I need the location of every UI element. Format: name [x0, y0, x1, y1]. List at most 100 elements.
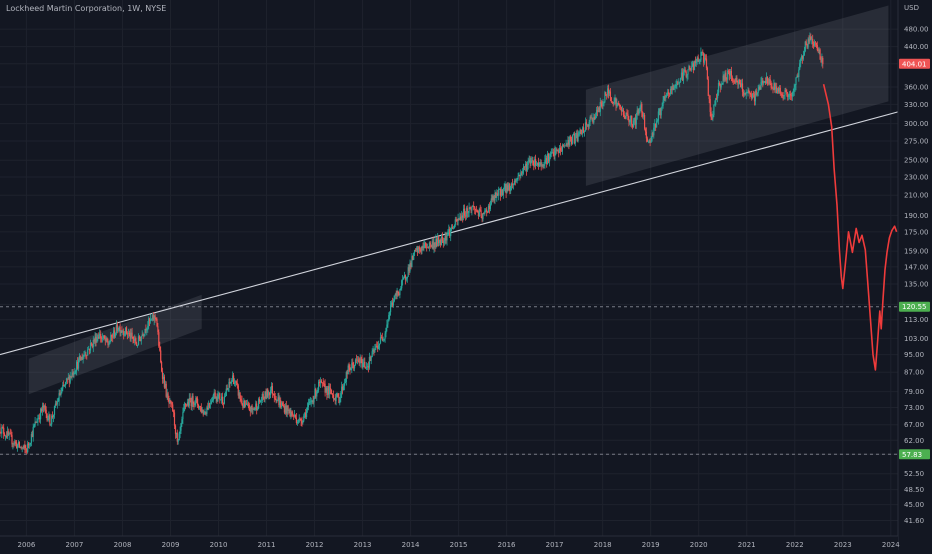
- candle-body: [707, 79, 709, 96]
- candle-body: [571, 138, 573, 144]
- price-label-text: 120.55: [902, 303, 927, 311]
- candle-body: [596, 109, 599, 112]
- y-tick-label: 113.00: [904, 316, 929, 324]
- candle-body: [683, 69, 685, 72]
- candle-body: [532, 160, 534, 166]
- candle-body: [620, 106, 622, 108]
- candle-body: [448, 229, 450, 234]
- candle-body: [287, 405, 289, 411]
- candle-body: [729, 71, 732, 76]
- candle-body: [651, 133, 653, 141]
- candle-body: [426, 247, 428, 249]
- candle-body: [451, 227, 454, 229]
- candle-body: [586, 124, 588, 126]
- y-tick-label: 135.00: [904, 281, 929, 289]
- candle-body: [423, 244, 425, 248]
- candle-body: [684, 69, 686, 72]
- candle-body: [777, 88, 779, 94]
- candle-body: [568, 140, 570, 146]
- candle-body: [50, 424, 52, 425]
- candle-body: [0, 431, 2, 434]
- candle-body: [356, 359, 358, 361]
- candle-body: [615, 98, 617, 106]
- candle-body: [113, 330, 116, 337]
- candle-body: [536, 162, 539, 166]
- candle-body: [6, 431, 8, 438]
- candle-body: [48, 414, 50, 420]
- candle-body: [102, 335, 104, 338]
- candle-body: [540, 162, 542, 166]
- x-tick-label: 2006: [17, 541, 35, 549]
- candle-body: [185, 403, 187, 406]
- candle-body: [253, 408, 255, 410]
- candle-body: [308, 402, 310, 404]
- candle-body: [211, 400, 213, 402]
- candle-body: [197, 405, 200, 409]
- channel-shape[interactable]: [585, 5, 889, 186]
- candle-body: [138, 336, 140, 340]
- candle-body: [541, 165, 543, 167]
- candle-body: [743, 93, 745, 96]
- candle-body: [66, 378, 68, 380]
- candle-body: [799, 63, 801, 70]
- channel-shape[interactable]: [28, 294, 202, 395]
- candle-body: [655, 123, 657, 128]
- candle-body: [607, 88, 609, 96]
- candle-body: [107, 341, 109, 345]
- candle-body: [213, 392, 215, 396]
- candle-body: [89, 348, 91, 351]
- candle-body: [589, 117, 591, 122]
- candle-body: [669, 89, 672, 94]
- candle-body: [202, 409, 204, 415]
- candle-body: [327, 386, 329, 395]
- candle-body: [522, 171, 524, 174]
- candle-body: [622, 109, 624, 115]
- candle-body: [688, 66, 690, 70]
- candle-body: [420, 250, 422, 252]
- x-tick-label: 2017: [546, 541, 564, 549]
- candle-body: [549, 153, 551, 157]
- candle-body: [662, 100, 664, 107]
- candle-body: [157, 326, 159, 332]
- candle-body: [98, 336, 100, 339]
- candle-body: [169, 400, 171, 404]
- projection-path[interactable]: [822, 84, 898, 371]
- candle-body: [272, 393, 274, 395]
- candle-body: [489, 204, 491, 209]
- candle-body: [482, 213, 484, 220]
- candle-body: [395, 294, 397, 296]
- candle-body: [38, 417, 40, 419]
- candle-body: [747, 90, 749, 93]
- candle-body: [312, 400, 314, 403]
- candle-body: [498, 189, 500, 196]
- candle-body: [806, 44, 808, 48]
- candle-body: [282, 405, 285, 407]
- candle-body: [429, 242, 431, 245]
- candle-body: [668, 93, 671, 95]
- candle-body: [380, 337, 382, 338]
- candle-body: [273, 394, 275, 398]
- candle-body: [178, 433, 180, 440]
- candle-body: [732, 80, 734, 82]
- candle-body: [458, 218, 460, 220]
- candle-body: [407, 267, 409, 277]
- candle-body: [438, 237, 440, 243]
- candle-body: [758, 86, 760, 90]
- candle-body: [342, 386, 344, 391]
- candle-body: [173, 411, 175, 413]
- candle-body: [228, 381, 230, 388]
- candle-body: [57, 401, 59, 402]
- candle-body: [58, 393, 60, 402]
- candle-body: [384, 333, 386, 339]
- candle-body: [822, 57, 824, 65]
- candle-body: [723, 75, 725, 81]
- candle-body: [820, 59, 822, 63]
- candle-body: [646, 138, 648, 142]
- candle-body: [307, 403, 309, 408]
- candle-body: [507, 185, 509, 191]
- candle-body: [408, 267, 410, 272]
- candle-body: [649, 139, 651, 143]
- candle-body: [171, 402, 173, 405]
